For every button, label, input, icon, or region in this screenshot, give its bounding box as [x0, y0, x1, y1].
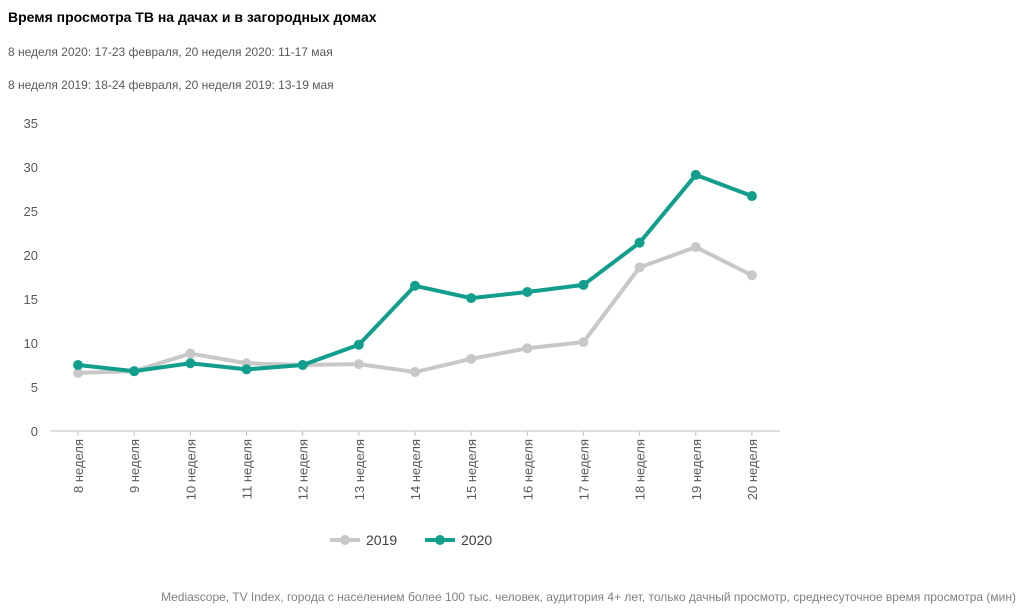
data-point — [690, 242, 701, 253]
x-tick-label: 16 неделя — [520, 439, 535, 500]
data-point — [185, 358, 196, 369]
x-tick-label: 17 неделя — [576, 439, 591, 500]
legend-label: 2020 — [461, 532, 492, 548]
x-tick-label: 8 неделя — [71, 439, 86, 493]
legend-marker — [340, 535, 350, 545]
data-point — [185, 348, 196, 359]
series-line — [77, 172, 753, 374]
data-point — [746, 191, 757, 202]
data-point — [466, 353, 477, 364]
y-tick-label: 0 — [31, 424, 38, 439]
data-point — [353, 339, 364, 350]
legend-label: 2019 — [366, 532, 397, 548]
y-tick-label: 10 — [24, 336, 38, 351]
x-tick-label: 12 неделя — [296, 439, 311, 500]
data-point — [353, 359, 364, 370]
data-point — [410, 367, 420, 378]
y-tick-label: 35 — [24, 116, 38, 131]
data-point — [241, 364, 252, 375]
x-tick-label: 18 неделя — [633, 439, 648, 500]
data-point — [634, 237, 645, 248]
data-point — [73, 367, 84, 378]
chart-title: Время просмотра ТВ на дачах и в загородн… — [8, 9, 377, 25]
data-point — [634, 262, 645, 273]
data-point — [578, 279, 589, 290]
data-point — [746, 270, 757, 281]
x-tick-label: 14 неделя — [408, 439, 423, 500]
x-tick-label: 13 неделя — [352, 439, 367, 500]
y-tick-label: 20 — [24, 248, 38, 263]
data-point — [578, 337, 589, 348]
data-point — [129, 366, 140, 377]
data-point — [690, 169, 701, 180]
data-point — [466, 293, 477, 304]
subtitle: 8 неделя 2019: 18-24 февраля, 20 неделя … — [8, 78, 334, 92]
data-point — [73, 360, 84, 370]
data-point — [410, 280, 420, 291]
x-tick-label: 9 неделя — [127, 439, 142, 493]
y-tick-label: 5 — [31, 380, 38, 395]
x-tick-label: 20 неделя — [745, 439, 760, 500]
x-tick-label: 15 неделя — [464, 439, 479, 500]
y-tick-label: 30 — [24, 160, 38, 175]
y-tick-label: 15 — [24, 292, 38, 307]
x-tick-label: 19 неделя — [689, 439, 704, 500]
series-line — [78, 245, 753, 375]
data-point — [522, 286, 533, 297]
data-point — [297, 360, 308, 370]
legend-marker — [435, 535, 445, 545]
x-tick-label: 11 неделя — [240, 439, 255, 499]
source: Mediascope, TV Index, города с население… — [161, 590, 1016, 604]
subtitle: 8 неделя 2020: 17-23 февраля, 20 неделя … — [8, 45, 333, 59]
data-point — [522, 343, 533, 354]
y-tick-label: 25 — [24, 204, 38, 219]
x-tick-label: 10 неделя — [183, 439, 198, 500]
